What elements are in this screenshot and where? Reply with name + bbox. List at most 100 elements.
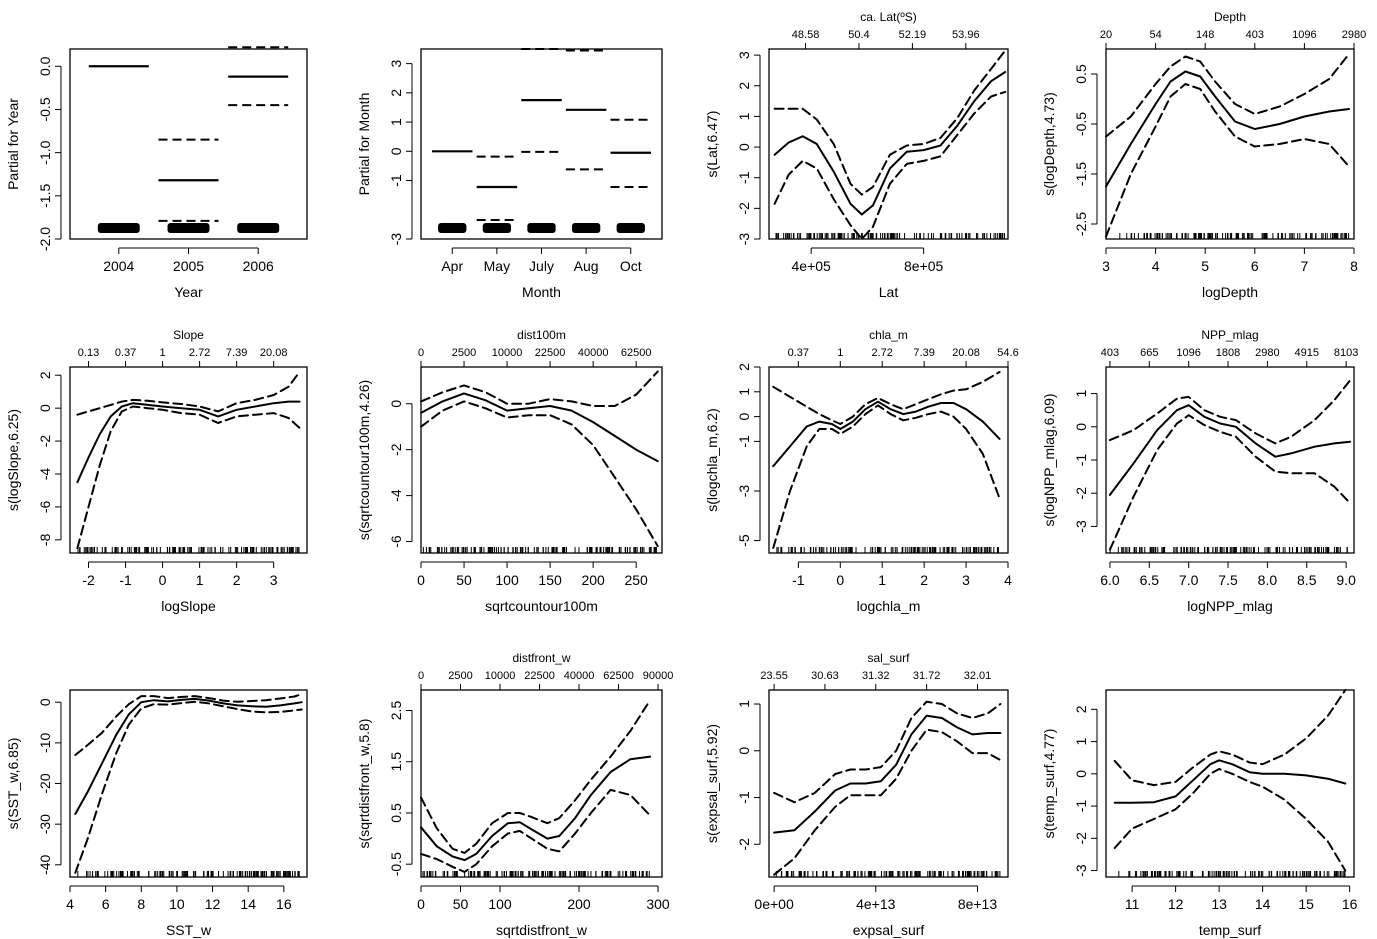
top-tick-label: 20.08 [260, 347, 288, 359]
y-tick-label: -6 [37, 500, 53, 513]
y-tick-label: -1 [736, 435, 752, 448]
y-tick-label: 0 [1073, 770, 1089, 778]
series-upper [773, 700, 1002, 804]
y-axis: 0 -10 -20 -30 -40 s(SST_w,6.85) [5, 698, 62, 875]
x-axis-title: sqrtcountour100m [485, 598, 598, 614]
x-tick-label: 8.0 [1258, 572, 1278, 588]
top-tick-label: 31.32 [862, 670, 890, 682]
top-tick-label: 90000 [643, 670, 674, 682]
series-fit [1105, 70, 1350, 188]
plot-frame [768, 48, 1009, 240]
x-axis: -1 0 1 2 3 4 logchla_m [792, 561, 1012, 614]
x-tick-label: 100 [495, 572, 519, 588]
panel-2: 3 2 1 0 -1 -3 Partial for Month Apr May July Aug Oc… [356, 48, 663, 300]
y-tick-label: -3 [1073, 520, 1089, 533]
top-axis-title: chla_m [869, 328, 908, 342]
x-tick-label: 7.0 [1179, 572, 1199, 588]
x-tick-label: 8e+13 [958, 896, 998, 912]
y-tick-label: -1 [1073, 454, 1089, 467]
rug [1109, 547, 1348, 553]
plot-frame [1105, 48, 1355, 240]
y-axis-title: s(expsal_surf,5.92) [704, 724, 720, 843]
x-tick-label: 16 [1342, 896, 1358, 912]
top-tick-label: 31.72 [913, 670, 941, 682]
y-tick-label: -0.5 [388, 852, 404, 876]
series-upper [1113, 689, 1347, 787]
x-tick-label: 50 [456, 572, 472, 588]
x-tick-label: 2 [920, 572, 928, 588]
y-tick-label: 1 [388, 118, 404, 126]
y-axis: 3 2 1 0 -1 -3 Partial for Month [356, 60, 413, 245]
series-fit [1113, 759, 1347, 804]
y-tick-label: -1.0 [37, 140, 53, 164]
plot-frame [420, 689, 663, 878]
x-tick-label: 250 [624, 572, 648, 588]
plot-frame [768, 689, 1009, 878]
top-tick-label: 52.19 [899, 29, 927, 41]
y-tick-label: -1 [736, 171, 752, 184]
top-tick-label: 0.37 [788, 347, 809, 359]
y-tick-label: -2 [1073, 487, 1089, 500]
y-tick-label: 2.5 [388, 701, 404, 721]
x-axis: 4 6 8 10 12 14 16 SST_w [66, 885, 292, 938]
x-axis-title: Year [174, 284, 203, 300]
x-tick-label: 14 [240, 896, 256, 912]
panel-12: 2 1 0 -1 -2 -3 s(temp_surf,4.77) 11 12 13 14 15 16 te… [1041, 689, 1358, 938]
top-tick-label: 2980 [1342, 29, 1366, 41]
y-tick-label: 0 [1073, 423, 1089, 431]
y-axis: 2.5 1.5 0.5 -0.5 s(sqrtdistfront_w,5.8) [356, 701, 413, 876]
data-layer [76, 370, 301, 553]
top-axis: 403 665 1096 1808 2980 4915 8103 [1101, 347, 1358, 368]
top-tick-label: 22500 [524, 670, 555, 682]
top-tick-label: 8103 [1334, 347, 1358, 359]
x-tick-label: 15 [1298, 896, 1314, 912]
top-axis-title: Depth [1214, 10, 1246, 24]
y-tick-label: 0 [388, 400, 404, 408]
x-axis-title: Month [522, 284, 561, 300]
x-tick-label: 13 [1211, 896, 1227, 912]
x-tick-label: 3 [962, 572, 970, 588]
panel-11: 1 0 -1 -2 s(expsal_surf,5.92) 0e+00 4e+13 8e+13… [704, 651, 1009, 938]
series-fit [1108, 404, 1352, 496]
y-tick-label: 2 [388, 89, 404, 97]
series-fit [74, 697, 303, 815]
rug [422, 547, 657, 553]
y-tick-label: -0.5 [37, 97, 53, 121]
rug [77, 547, 300, 553]
x-axis-title: logchla_m [857, 598, 921, 614]
top-tick-label: 403 [1101, 347, 1119, 359]
panel-3: 3 2 1 0 -1 -2 -3 s(Lat,6.47) 4e+05 8e+05 Lat 48.58 5… [704, 10, 1009, 300]
top-tick-label: 1 [160, 347, 166, 359]
plot-frame [768, 366, 1009, 554]
y-axis-title: s(logchla_m,6.2) [704, 408, 720, 512]
y-axis-title: s(SST_w,6.85) [5, 738, 21, 830]
data-layer [773, 700, 1002, 877]
y-tick-label: 2 [37, 371, 53, 379]
x-tick-label: -1 [792, 572, 805, 588]
y-tick-label: 0 [736, 412, 752, 420]
series-upper [76, 370, 301, 416]
x-tick-label: 14 [1255, 896, 1271, 912]
top-tick-label: 62500 [621, 347, 652, 359]
x-tick-label: Apr [441, 258, 463, 274]
y-axis: 1 0 -1 -2 -3 s(logNPP_mlag,6.09) [1041, 389, 1098, 533]
data-layer [1113, 689, 1347, 877]
y-tick-label: -20 [37, 773, 53, 793]
x-tick-label: 12 [1168, 896, 1184, 912]
series-lower [1108, 414, 1352, 551]
panel-10: 2.5 1.5 0.5 -0.5 s(sqrtdistfront_w,5.8) 0 50 10… [356, 651, 673, 938]
x-tick-label: 4e+05 [792, 258, 832, 274]
x-axis-title: logDepth [1202, 284, 1258, 300]
top-tick-label: 0 [418, 670, 424, 682]
x-axis-title: sqrtdistfront_w [496, 922, 588, 938]
x-axis-title: Lat [879, 284, 899, 300]
y-tick-label: 0 [37, 404, 53, 412]
factor-rug [97, 223, 140, 233]
y-tick-label: -2 [37, 435, 53, 448]
factor-rug [482, 223, 512, 233]
top-tick-label: 148 [1196, 29, 1214, 41]
y-tick-label: 1 [736, 700, 752, 708]
panel-7: 2 1 0 -1 -3 -5 s(logchla_m,6.2) -1 0 1 2 3 4 logchla_… [704, 328, 1019, 614]
top-tick-label: 0.37 [115, 347, 136, 359]
x-axis-title: temp_surf [1199, 922, 1261, 938]
